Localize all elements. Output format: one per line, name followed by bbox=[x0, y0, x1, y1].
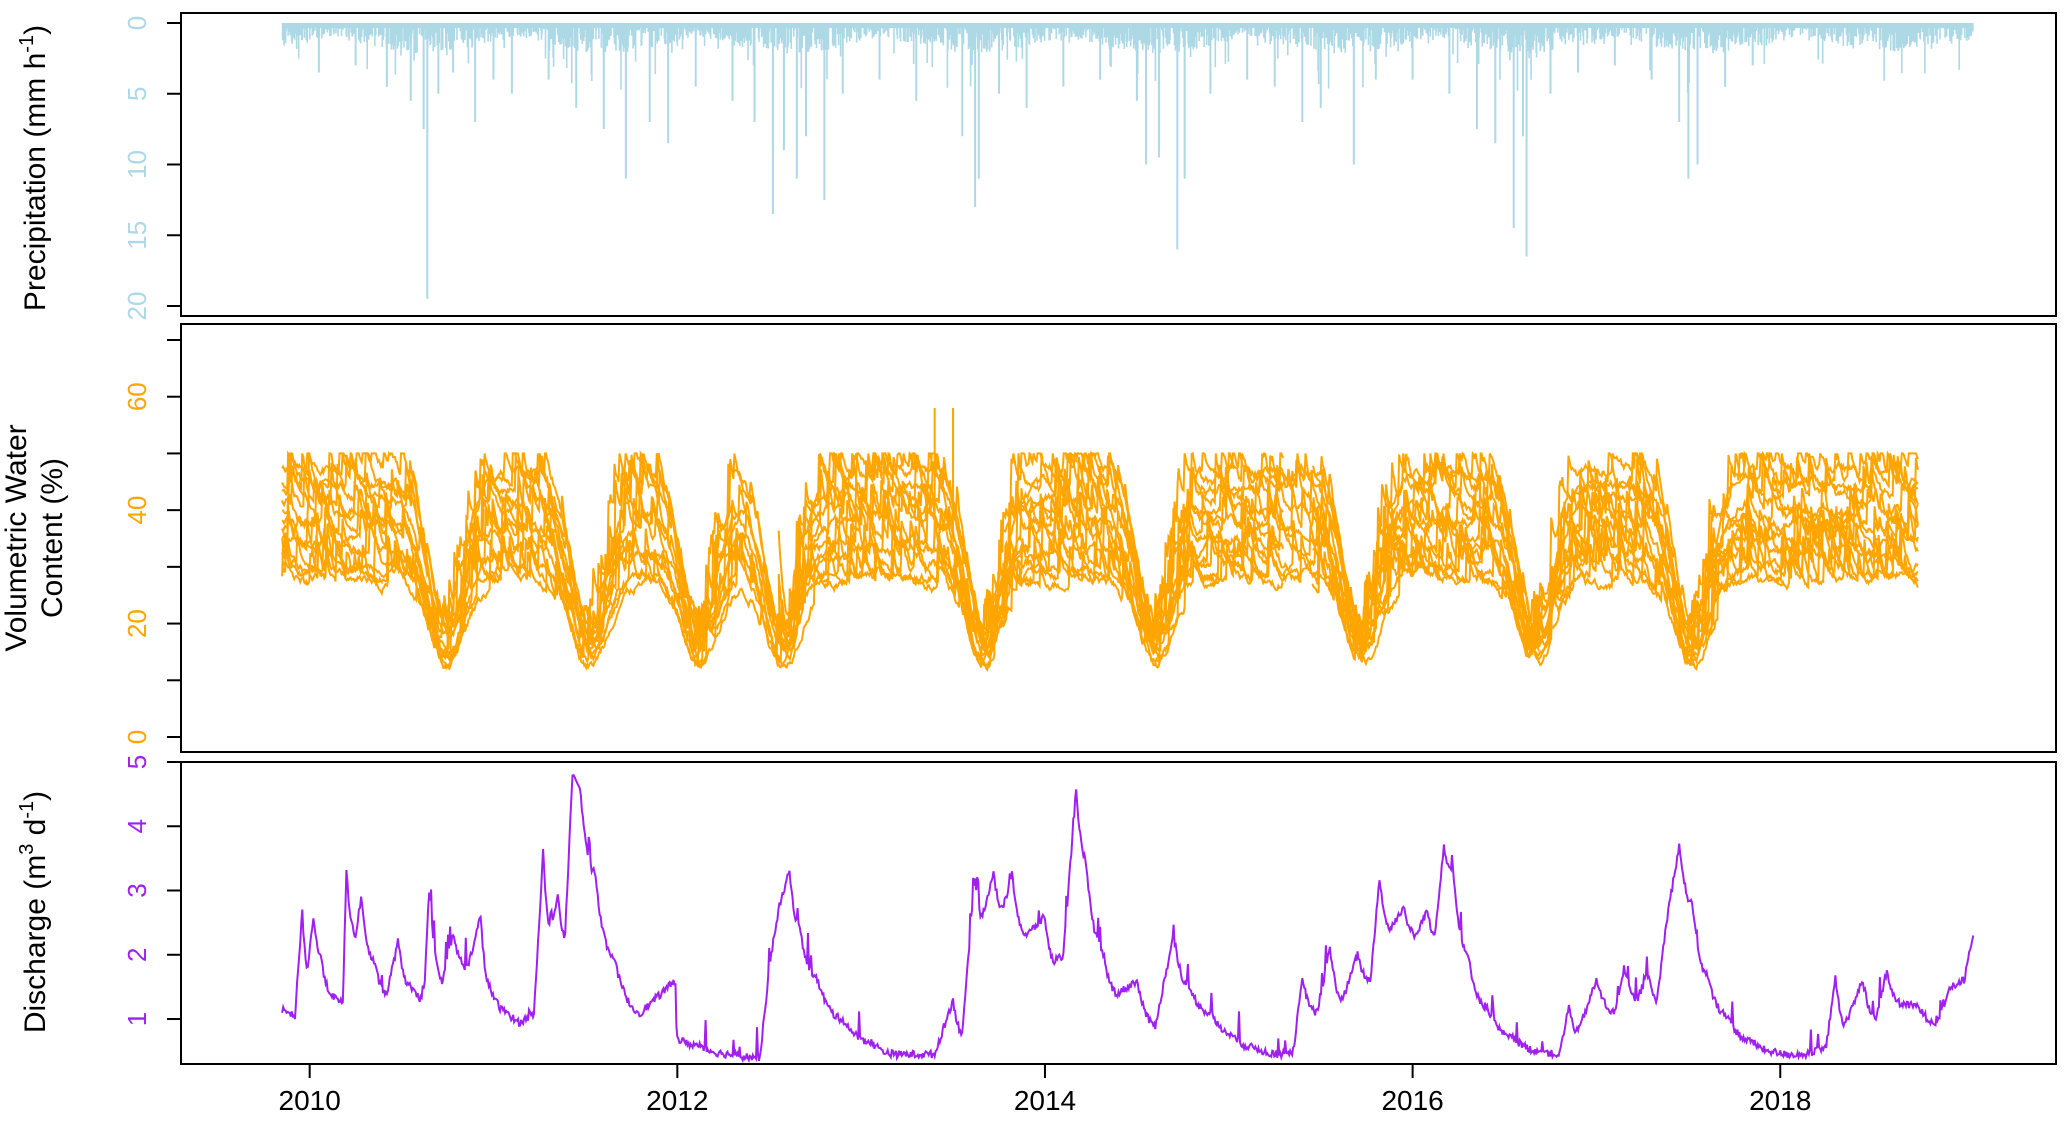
discharge-y-axis: 1 2 3 4 5 bbox=[122, 755, 181, 1026]
x-tick-label: 2016 bbox=[1381, 1085, 1443, 1116]
discharge-y-tick-label: 2 bbox=[122, 948, 152, 962]
precip-y-tick-label: 5 bbox=[122, 87, 152, 101]
vwc-y-tick-label: 20 bbox=[122, 609, 152, 638]
vwc-frame bbox=[180, 323, 2057, 753]
precip-y-tick-label: 10 bbox=[122, 150, 152, 179]
discharge-y-tick-label: 1 bbox=[122, 1012, 152, 1026]
discharge-y-tick-label: 3 bbox=[122, 883, 152, 897]
vwc-y-label-line1: Volumetric Water bbox=[0, 424, 33, 651]
vwc-y-label-line2: Content (%) bbox=[36, 458, 69, 618]
vwc-series-line bbox=[281, 450, 1919, 635]
discharge-panel: 1 2 3 4 5 Discharge (m3 d-1) bbox=[16, 755, 2057, 1065]
precip-y-tick-label: 20 bbox=[122, 292, 152, 321]
x-axis: 2010 2012 2014 2016 2018 bbox=[279, 1064, 1811, 1116]
vwc-lines bbox=[281, 408, 1919, 672]
vwc-y-tick-label: 60 bbox=[122, 382, 152, 411]
discharge-line bbox=[281, 774, 1975, 1064]
discharge-y-label: Discharge (m3 d-1) bbox=[16, 791, 52, 1033]
precip-bars-path bbox=[281, 23, 1974, 93]
x-tick-label: 2018 bbox=[1749, 1085, 1811, 1116]
vwc-panel: 0 20 40 60 Volumetric Water Content (%) bbox=[0, 323, 2057, 753]
x-tick-label: 2012 bbox=[646, 1085, 708, 1116]
discharge-line-group bbox=[281, 774, 1975, 1064]
precipitation-bars bbox=[281, 23, 1974, 299]
precip-y-tick-label: 15 bbox=[122, 221, 152, 250]
vwc-y-tick-label: 0 bbox=[122, 730, 152, 744]
precipitation-frame bbox=[180, 12, 2057, 317]
vwc-series-line bbox=[281, 534, 1919, 672]
vwc-y-tick-label: 40 bbox=[122, 496, 152, 525]
discharge-y-tick-label: 4 bbox=[122, 819, 152, 833]
vwc-series-line bbox=[281, 477, 1919, 654]
precip-base-band bbox=[282, 23, 1974, 28]
discharge-y-tick-label: 5 bbox=[122, 755, 152, 769]
discharge-frame bbox=[180, 761, 2057, 1065]
precipitation-y-axis: 0 5 10 15 20 bbox=[122, 16, 181, 321]
precipitation-panel: 0 5 10 15 20 Precipitation (mm h-1) bbox=[16, 12, 2057, 321]
precipitation-y-label: Precipitation (mm h-1) bbox=[16, 25, 52, 311]
x-tick-label: 2014 bbox=[1014, 1085, 1076, 1116]
precip-y-tick-label: 0 bbox=[122, 16, 152, 30]
x-tick-label: 2010 bbox=[279, 1085, 341, 1116]
vwc-y-axis: 0 20 40 60 bbox=[122, 339, 181, 744]
